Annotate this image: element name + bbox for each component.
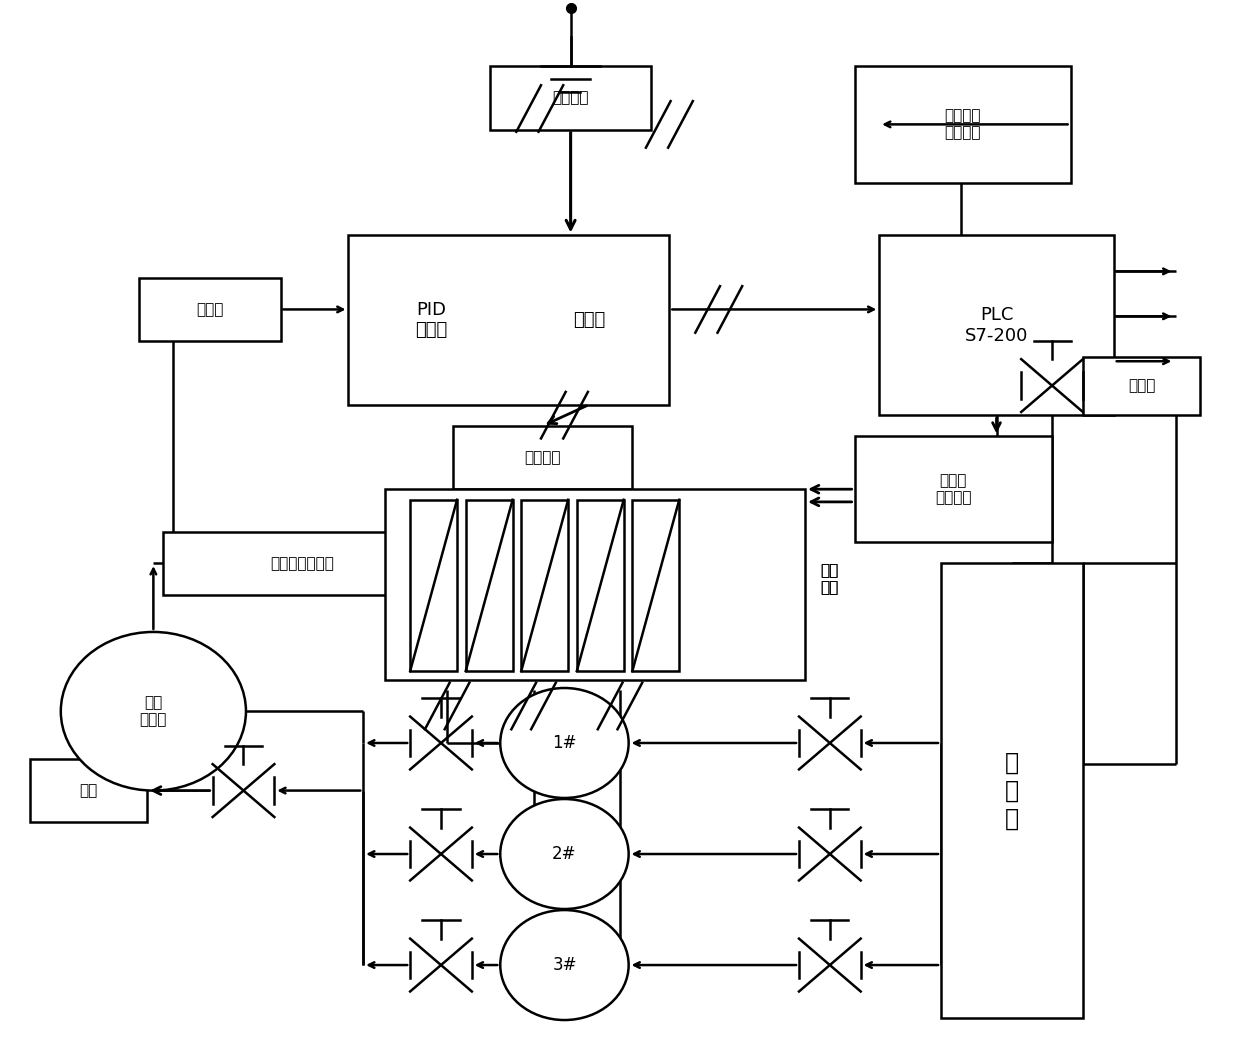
Text: 压力上下限信号: 压力上下限信号 [270,556,334,571]
Text: 1#: 1# [552,733,577,752]
Bar [30,759,148,823]
Circle shape [500,688,629,798]
Circle shape [500,910,629,1020]
Bar [941,563,1083,1018]
Text: PLC
S7-200: PLC S7-200 [965,306,1028,344]
Bar [386,489,805,679]
Text: 变频器: 变频器 [573,311,605,330]
Text: 用户: 用户 [79,783,98,798]
Text: 变频输入: 变频输入 [525,450,560,465]
Bar [410,500,458,671]
Bar [577,500,624,671]
Text: 稳
流
罐: 稳 流 罐 [1004,750,1019,830]
Text: 3#: 3# [552,956,577,974]
Bar [164,532,441,595]
Text: 2#: 2# [552,845,577,863]
Text: 接触
器组: 接触 器组 [821,563,839,595]
Text: 互锁的
控制电路: 互锁的 控制电路 [935,473,972,505]
Circle shape [61,632,246,791]
Bar [854,436,1052,542]
Bar [454,426,632,489]
Bar [348,235,670,405]
Circle shape [500,799,629,909]
Text: 进水管: 进水管 [1128,378,1156,393]
Bar [879,235,1114,416]
Text: 接触
器组: 接触 器组 [821,563,839,595]
Text: 工频输入: 工频输入 [552,90,589,105]
Bar [632,500,680,671]
Bar [1083,357,1200,416]
Text: PID
调节器: PID 调节器 [415,301,448,339]
Bar [466,500,512,671]
Bar [490,66,651,130]
Text: 电流量: 电流量 [196,302,223,317]
Bar [854,66,1070,183]
Text: 其他控制
信号输入: 其他控制 信号输入 [945,108,981,140]
Bar [139,277,280,341]
Text: 压力
变送器: 压力 变送器 [140,695,167,727]
Bar [521,500,568,671]
